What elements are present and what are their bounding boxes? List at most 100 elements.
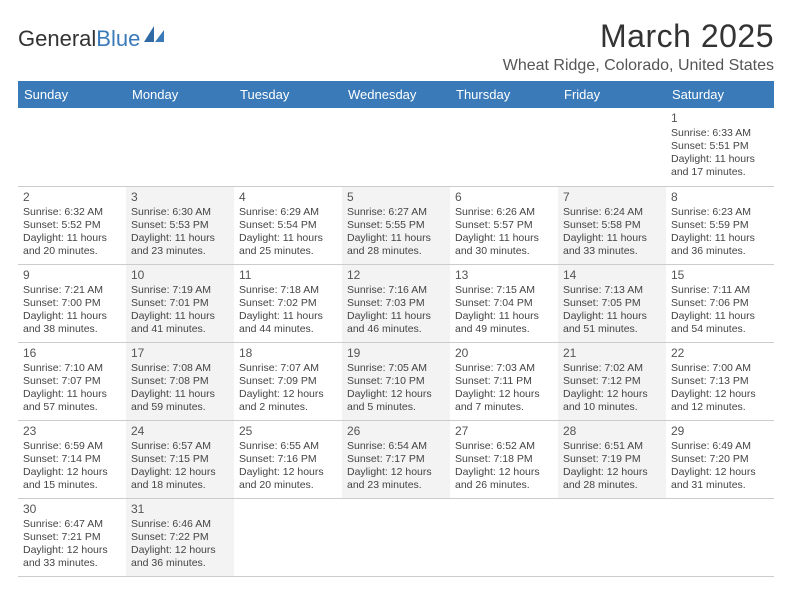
- day-number: 11: [239, 268, 337, 283]
- calendar-cell: 12Sunrise: 7:16 AMSunset: 7:03 PMDayligh…: [342, 264, 450, 342]
- sunset-text: Sunset: 7:06 PM: [671, 297, 769, 310]
- calendar-cell: 24Sunrise: 6:57 AMSunset: 7:15 PMDayligh…: [126, 420, 234, 498]
- sunset-text: Sunset: 7:19 PM: [563, 453, 661, 466]
- calendar-cell: 31Sunrise: 6:46 AMSunset: 7:22 PMDayligh…: [126, 498, 234, 576]
- day-number: 28: [563, 424, 661, 439]
- day-header: Wednesday: [342, 81, 450, 108]
- sunset-text: Sunset: 5:57 PM: [455, 219, 553, 232]
- day-number: 31: [131, 502, 229, 517]
- sunrise-text: Sunrise: 7:02 AM: [563, 362, 661, 375]
- day-number: 21: [563, 346, 661, 361]
- day-number: 30: [23, 502, 121, 517]
- sunrise-text: Sunrise: 6:52 AM: [455, 440, 553, 453]
- daylight-text: Daylight: 12 hours and 2 minutes.: [239, 388, 337, 414]
- day-header: Friday: [558, 81, 666, 108]
- sunrise-text: Sunrise: 6:59 AM: [23, 440, 121, 453]
- location-text: Wheat Ridge, Colorado, United States: [503, 57, 774, 75]
- calendar-cell: [342, 498, 450, 576]
- day-number: 23: [23, 424, 121, 439]
- daylight-text: Daylight: 12 hours and 26 minutes.: [455, 466, 553, 492]
- calendar-cell: 14Sunrise: 7:13 AMSunset: 7:05 PMDayligh…: [558, 264, 666, 342]
- sunset-text: Sunset: 5:52 PM: [23, 219, 121, 232]
- calendar-cell: 25Sunrise: 6:55 AMSunset: 7:16 PMDayligh…: [234, 420, 342, 498]
- sunrise-text: Sunrise: 6:55 AM: [239, 440, 337, 453]
- sunrise-text: Sunrise: 6:32 AM: [23, 206, 121, 219]
- sunrise-text: Sunrise: 6:46 AM: [131, 518, 229, 531]
- daylight-text: Daylight: 12 hours and 12 minutes.: [671, 388, 769, 414]
- brand-text-1: General: [18, 26, 96, 52]
- calendar-cell: 29Sunrise: 6:49 AMSunset: 7:20 PMDayligh…: [666, 420, 774, 498]
- day-number: 16: [23, 346, 121, 361]
- page-header: GeneralBlue March 2025 Wheat Ridge, Colo…: [18, 18, 774, 75]
- calendar-cell: 6Sunrise: 6:26 AMSunset: 5:57 PMDaylight…: [450, 186, 558, 264]
- daylight-text: Daylight: 11 hours and 23 minutes.: [131, 232, 229, 258]
- sunrise-text: Sunrise: 6:57 AM: [131, 440, 229, 453]
- calendar-cell: 9Sunrise: 7:21 AMSunset: 7:00 PMDaylight…: [18, 264, 126, 342]
- sunrise-text: Sunrise: 7:18 AM: [239, 284, 337, 297]
- calendar-cell: 26Sunrise: 6:54 AMSunset: 7:17 PMDayligh…: [342, 420, 450, 498]
- sunset-text: Sunset: 7:17 PM: [347, 453, 445, 466]
- day-number: 3: [131, 190, 229, 205]
- daylight-text: Daylight: 11 hours and 46 minutes.: [347, 310, 445, 336]
- day-number: 19: [347, 346, 445, 361]
- sunrise-text: Sunrise: 7:11 AM: [671, 284, 769, 297]
- daylight-text: Daylight: 11 hours and 30 minutes.: [455, 232, 553, 258]
- sunset-text: Sunset: 7:22 PM: [131, 531, 229, 544]
- day-number: 14: [563, 268, 661, 283]
- sunrise-text: Sunrise: 7:08 AM: [131, 362, 229, 375]
- sunrise-text: Sunrise: 6:27 AM: [347, 206, 445, 219]
- calendar-cell: 16Sunrise: 7:10 AMSunset: 7:07 PMDayligh…: [18, 342, 126, 420]
- sunrise-text: Sunrise: 6:49 AM: [671, 440, 769, 453]
- brand-text-2: Blue: [96, 26, 140, 52]
- calendar-week: 1Sunrise: 6:33 AMSunset: 5:51 PMDaylight…: [18, 108, 774, 186]
- day-number: 10: [131, 268, 229, 283]
- daylight-text: Daylight: 11 hours and 38 minutes.: [23, 310, 121, 336]
- day-number: 12: [347, 268, 445, 283]
- daylight-text: Daylight: 11 hours and 36 minutes.: [671, 232, 769, 258]
- day-header: Monday: [126, 81, 234, 108]
- calendar-cell: 23Sunrise: 6:59 AMSunset: 7:14 PMDayligh…: [18, 420, 126, 498]
- day-header-row: Sunday Monday Tuesday Wednesday Thursday…: [18, 81, 774, 108]
- daylight-text: Daylight: 11 hours and 54 minutes.: [671, 310, 769, 336]
- calendar-cell: [126, 108, 234, 186]
- sunset-text: Sunset: 5:58 PM: [563, 219, 661, 232]
- daylight-text: Daylight: 12 hours and 23 minutes.: [347, 466, 445, 492]
- sunrise-text: Sunrise: 7:21 AM: [23, 284, 121, 297]
- sunset-text: Sunset: 7:16 PM: [239, 453, 337, 466]
- daylight-text: Daylight: 11 hours and 57 minutes.: [23, 388, 121, 414]
- sunset-text: Sunset: 7:21 PM: [23, 531, 121, 544]
- day-number: 9: [23, 268, 121, 283]
- sunrise-text: Sunrise: 7:16 AM: [347, 284, 445, 297]
- daylight-text: Daylight: 11 hours and 41 minutes.: [131, 310, 229, 336]
- calendar-cell: [666, 498, 774, 576]
- daylight-text: Daylight: 12 hours and 28 minutes.: [563, 466, 661, 492]
- sunrise-text: Sunrise: 6:54 AM: [347, 440, 445, 453]
- sunset-text: Sunset: 7:07 PM: [23, 375, 121, 388]
- calendar-cell: [450, 498, 558, 576]
- day-header: Saturday: [666, 81, 774, 108]
- calendar-week: 30Sunrise: 6:47 AMSunset: 7:21 PMDayligh…: [18, 498, 774, 576]
- calendar-cell: 20Sunrise: 7:03 AMSunset: 7:11 PMDayligh…: [450, 342, 558, 420]
- calendar-cell: 18Sunrise: 7:07 AMSunset: 7:09 PMDayligh…: [234, 342, 342, 420]
- daylight-text: Daylight: 11 hours and 59 minutes.: [131, 388, 229, 414]
- day-number: 1: [671, 111, 769, 126]
- daylight-text: Daylight: 11 hours and 25 minutes.: [239, 232, 337, 258]
- calendar-cell: 27Sunrise: 6:52 AMSunset: 7:18 PMDayligh…: [450, 420, 558, 498]
- day-number: 18: [239, 346, 337, 361]
- sunrise-text: Sunrise: 7:07 AM: [239, 362, 337, 375]
- sunset-text: Sunset: 7:18 PM: [455, 453, 553, 466]
- daylight-text: Daylight: 12 hours and 33 minutes.: [23, 544, 121, 570]
- day-header: Tuesday: [234, 81, 342, 108]
- sunrise-text: Sunrise: 7:00 AM: [671, 362, 769, 375]
- sunset-text: Sunset: 7:12 PM: [563, 375, 661, 388]
- day-number: 6: [455, 190, 553, 205]
- calendar-cell: 28Sunrise: 6:51 AMSunset: 7:19 PMDayligh…: [558, 420, 666, 498]
- title-block: March 2025 Wheat Ridge, Colorado, United…: [503, 18, 774, 75]
- day-number: 26: [347, 424, 445, 439]
- day-number: 15: [671, 268, 769, 283]
- sunset-text: Sunset: 7:15 PM: [131, 453, 229, 466]
- calendar-body: 1Sunrise: 6:33 AMSunset: 5:51 PMDaylight…: [18, 108, 774, 576]
- calendar-cell: 3Sunrise: 6:30 AMSunset: 5:53 PMDaylight…: [126, 186, 234, 264]
- daylight-text: Daylight: 12 hours and 18 minutes.: [131, 466, 229, 492]
- sunset-text: Sunset: 5:55 PM: [347, 219, 445, 232]
